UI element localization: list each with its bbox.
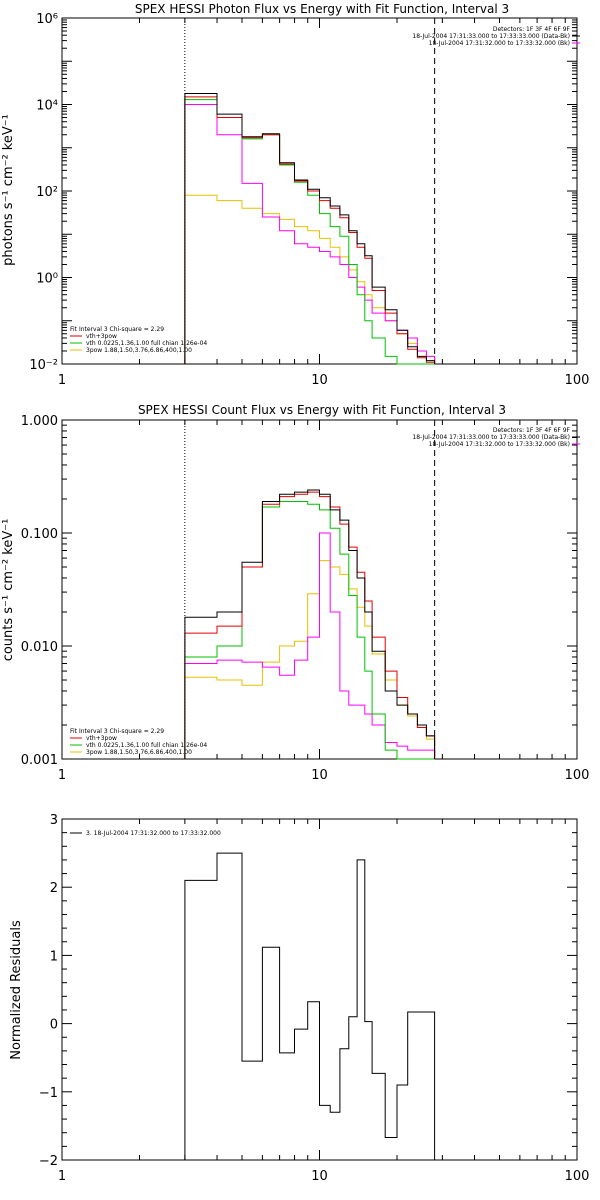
y-tick-label: 1.000 <box>21 414 58 429</box>
detector-info-line: 18-Jul-2004 17:31:33.000 to 17:33:33.000… <box>412 434 570 441</box>
series-line-vth+3pow <box>184 491 436 759</box>
x-tick-label: 10 <box>311 768 328 783</box>
x-tick-label: 10 <box>311 373 328 388</box>
detector-info-line: 18-Jul-2004 17:31:32.000 to 17:33:32.000… <box>429 441 570 448</box>
series-line-vth <box>184 501 435 760</box>
y-tick-label: 10⁰ <box>36 272 58 287</box>
photon-flux-ylabel: photons s⁻¹ cm⁻² keV⁻¹ <box>1 114 16 266</box>
x-tick-label: 1 <box>58 373 66 388</box>
count-flux-detector-info: Detectors: 1F 3F 4F 6F 9F 18-Jul-2004 17… <box>412 427 580 448</box>
y-tick-label: 10⁶ <box>36 12 58 27</box>
y-tick-label: −2 <box>39 1154 58 1169</box>
fit-info-line: vth+3pow <box>86 333 117 340</box>
y-tick-label: 10⁴ <box>36 99 58 114</box>
series-line-data-bk <box>184 93 436 364</box>
residuals-axes: 1 10 100 −2 −1 0 1 2 3 <box>39 813 590 1184</box>
y-tick-label: 2 <box>50 881 58 896</box>
fit-info-line: Fit Interval 3 Chi-square = 2.29 <box>70 728 164 735</box>
photon-flux-title: SPEX HESSI Photon Flux vs Energy with Fi… <box>135 2 509 16</box>
y-tick-label: 0.001 <box>21 753 58 768</box>
x-tick-label: 100 <box>565 768 590 783</box>
residuals-legend-label: 3. 18-Jul-2004 17:31:32.000 to 17:33:32.… <box>86 830 221 837</box>
series-line-3 <box>184 852 436 1160</box>
photon-flux-series <box>184 93 436 365</box>
photon-flux-detector-info: Detectors: 1F 3F 4F 6F 9F 18-Jul-2004 17… <box>412 26 580 47</box>
count-flux-title: SPEX HESSI Count Flux vs Energy with Fit… <box>138 403 506 417</box>
count-flux-panel: SPEX HESSI Count Flux vs Energy with Fit… <box>1 403 589 783</box>
detector-info-line: Detectors: 1F 3F 4F 6F 9F <box>493 26 571 33</box>
residuals-plot-frame <box>61 818 578 1161</box>
count-flux-series <box>184 489 436 760</box>
y-tick-label: −1 <box>39 1086 58 1101</box>
residuals-series <box>184 852 436 1160</box>
y-tick-label: 10⁻² <box>29 358 58 373</box>
series-line-bk <box>184 532 436 759</box>
y-tick-label: 0 <box>50 1018 58 1033</box>
fit-info-line: 3pow 1.88,1.50,3.76,6.86,400,1.00 <box>86 749 192 756</box>
y-tick-label: 3 <box>50 813 58 828</box>
y-tick-label: 0.010 <box>21 640 58 655</box>
photon-flux-panel: SPEX HESSI Photon Flux vs Energy with Fi… <box>1 2 589 388</box>
fit-info-line: vth+3pow <box>86 735 117 742</box>
y-tick-label: 10² <box>36 185 58 200</box>
x-tick-label: 100 <box>565 373 590 388</box>
series-line-3pow <box>184 194 436 364</box>
count-flux-ylabel: counts s⁻¹ cm⁻² keV⁻¹ <box>1 519 16 662</box>
x-tick-label: 10 <box>311 1169 328 1184</box>
x-tick-label: 100 <box>565 1169 590 1184</box>
fit-info-line: vth 0.0225,1.36,1.00 full chian 1.26e-04 <box>86 742 207 749</box>
count-flux-fit-info: Fit Interval 3 Chi-square = 2.29 vth+3po… <box>70 728 207 756</box>
x-tick-label: 1 <box>58 1169 66 1184</box>
residuals-ylabel: Normalized Residuals <box>9 920 24 1060</box>
series-line-vth <box>184 99 435 365</box>
fit-info-line: vth 0.0225,1.36,1.00 full chian 1.26e-04 <box>86 340 207 347</box>
detector-info-line: 18-Jul-2004 17:31:33.000 to 17:33:33.000… <box>412 33 570 40</box>
x-tick-label: 1 <box>58 768 66 783</box>
detector-info-line: Detectors: 1F 3F 4F 6F 9F <box>493 427 571 434</box>
fit-info-line: 3pow 1.88,1.50,3.76,6.86,400,1.00 <box>86 347 192 354</box>
y-tick-label: 0.100 <box>21 527 58 542</box>
residuals-panel: Normalized Residuals 1 10 100 −2 −1 0 1 2 3 3. 1… <box>9 813 589 1184</box>
fit-info-line: Fit Interval 3 Chi-square = 2.29 <box>70 326 164 333</box>
y-tick-label: 1 <box>50 949 58 964</box>
photon-flux-fit-info: Fit Interval 3 Chi-square = 2.29 vth+3po… <box>70 326 207 354</box>
series-line-data-bk <box>184 489 436 759</box>
detector-info-line: 18-Jul-2004 17:31:32.000 to 17:33:32.000… <box>429 40 570 47</box>
